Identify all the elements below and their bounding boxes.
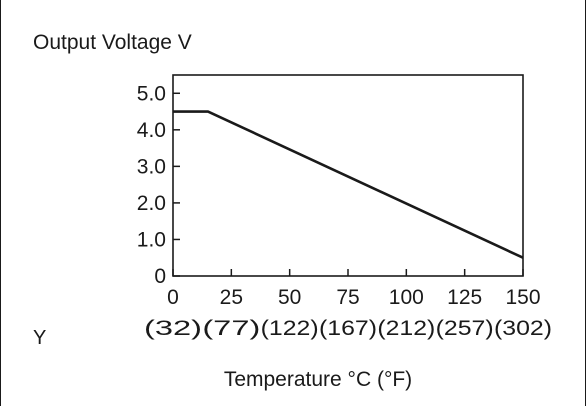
x-axis: 0 (32) 25 (77) 50 (122) 75 (167) 100 (212) 125 (257…: [144, 269, 552, 340]
x-tick-label: 25: [220, 286, 243, 309]
y-tick-label: 1.0: [137, 228, 166, 251]
x-tick-label: 100: [389, 286, 424, 309]
x-tick-sublabel: (302): [494, 317, 552, 340]
y-tick-label: 0: [154, 265, 166, 288]
x-tick-label: 0: [167, 286, 179, 309]
series-group: [173, 110, 524, 259]
y-tick-label: 4.0: [137, 119, 166, 142]
x-tick-sublabel: (212): [377, 317, 435, 340]
series-line: [173, 110, 524, 259]
x-tick-sublabel: (122): [261, 317, 319, 340]
y-tick-label: 5.0: [137, 82, 166, 105]
x-tick-label: 150: [505, 286, 540, 309]
x-tick-label: 75: [336, 286, 359, 309]
x-tick-sublabel: (77): [202, 317, 260, 340]
x-tick-sublabel: (167): [319, 317, 377, 340]
y-tick-label: 2.0: [137, 192, 166, 215]
x-tick-label: 50: [278, 286, 301, 309]
x-tick-sublabel: (32): [144, 317, 202, 340]
chart-title: Output Voltage V: [33, 31, 192, 54]
side-label: Y: [33, 327, 46, 349]
x-tick-label: 125: [447, 286, 482, 309]
x-tick-sublabel: (257): [436, 317, 494, 340]
x-axis-label: Temperature °C (°F): [224, 368, 412, 391]
y-axis: 0 1.0 2.0 3.0 4.0 5.0: [137, 82, 180, 288]
y-tick-label: 3.0: [137, 155, 166, 178]
